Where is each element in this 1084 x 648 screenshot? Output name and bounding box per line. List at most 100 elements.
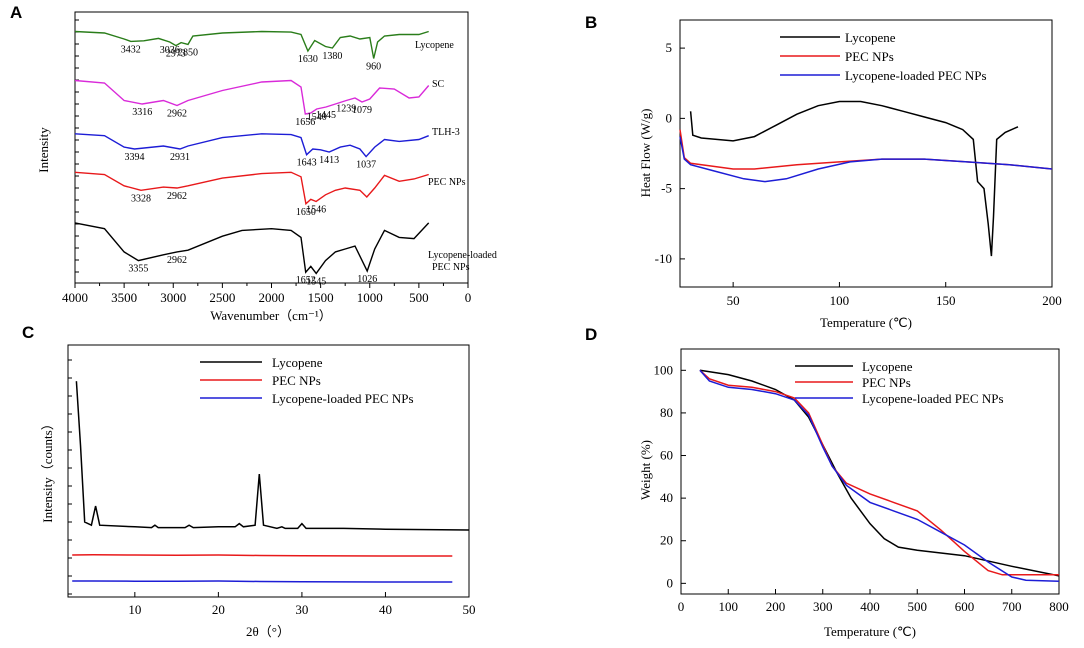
panel-b-xtick-label: 100 (830, 293, 850, 308)
panel-a-peak-label: 1643 (297, 158, 317, 169)
panel-d-series-0 (699, 369, 1060, 577)
panel-d-legend-label: Lycopene (862, 359, 913, 374)
panel-d-ytick-label: 80 (660, 405, 673, 420)
panel-a-series-pec-nps (74, 171, 429, 206)
panel-c-frame (67, 344, 470, 598)
panel-a-peak-label: 1239 (336, 104, 356, 115)
panel-a-peak-label: 2850 (178, 47, 198, 58)
panel-d-xtick-label: 200 (766, 599, 786, 614)
panel-a-series-label: Lycopene (415, 40, 454, 51)
panel-a-ylabel: Intensity (36, 127, 51, 173)
panel-a-series-label: PEC NPs (428, 177, 466, 188)
panel-d-xtick-label: 300 (813, 599, 833, 614)
panel-b-series-2 (679, 136, 1053, 183)
panel-d-xtick-label: 0 (678, 599, 685, 614)
panel-a-series-sc (74, 79, 430, 115)
panel-a-series-label: SC (432, 79, 445, 90)
panel-d-ytick-label: 60 (660, 448, 673, 463)
panel-a-peak-label: 3355 (128, 264, 148, 275)
panel-c-series-1 (72, 554, 453, 557)
panel-d-xlabel: Temperature (℃) (824, 624, 916, 639)
panel-c-legend-label: PEC NPs (272, 373, 321, 388)
panel-b-ylabel: Heat Flow (W/g) (638, 109, 653, 198)
panel-a-peak-label: 1413 (319, 155, 339, 166)
panel-a-peak-label: 3328 (131, 193, 151, 204)
panel-a-peak-label: 3394 (125, 152, 145, 163)
panel-d-ytick-label: 0 (667, 575, 674, 590)
panel-a-xtick-label: 2500 (209, 290, 235, 305)
panel-b-legend-label: Lycopene-loaded PEC NPs (845, 68, 987, 83)
panel-b-xtick-label: 50 (727, 293, 740, 308)
panel-a-peak-label: 1026 (357, 274, 377, 285)
panel-a-peak-label: 3432 (121, 44, 141, 55)
panel-d-xtick-label: 500 (908, 599, 928, 614)
panel-b-ytick-label: -5 (661, 181, 672, 196)
panel-letter-a: A (10, 3, 22, 22)
panel-letter-b: B (585, 13, 597, 32)
panel-a-peak-label: 3316 (132, 107, 152, 118)
panel-d-ytick-label: 40 (660, 490, 673, 505)
panel-a-peak-label: 1546 (306, 205, 326, 216)
panel-a-xlabel: Wavenumber（cm⁻¹） (210, 308, 332, 323)
panel-a-xtick-label: 3000 (160, 290, 186, 305)
panel-d-ytick-label: 100 (654, 362, 674, 377)
panel-c-legend-label: Lycopene-loaded PEC NPs (272, 391, 414, 406)
panel-b-ytick-label: 0 (666, 110, 673, 125)
panel-b-legend-label: PEC NPs (845, 49, 894, 64)
panel-a-peak-label: 1545 (306, 276, 326, 287)
panel-a-peak-label: 2973 (166, 49, 186, 60)
panel-a-peak-label: 960 (366, 62, 381, 73)
panel-a-peak-label: 1445 (316, 110, 336, 121)
panel-d-xtick-label: 400 (860, 599, 880, 614)
panel-c-xlabel: 2θ（°） (246, 624, 290, 639)
panel-a-peak-label: 1650 (296, 207, 316, 218)
panel-b-frame (679, 19, 1053, 288)
panel-c-xtick-label: 40 (379, 602, 392, 617)
panel-d-xtick-label: 800 (1049, 599, 1069, 614)
panel-c-series-0 (75, 381, 470, 531)
panel-letter-d: D (585, 325, 597, 344)
panel-d-series-2 (699, 369, 1060, 582)
panel-c-xtick-label: 30 (295, 602, 308, 617)
panel-d-ytick-label: 20 (660, 533, 673, 548)
panel-a-peak-label: 1079 (352, 105, 372, 116)
panel-a-series-label: Lycopene-loaded (428, 250, 497, 261)
panel-c-xtick-label: 50 (463, 602, 476, 617)
panel-d-xtick-label: 700 (1002, 599, 1022, 614)
panel-b-xtick-label: 150 (936, 293, 956, 308)
panel-a-series-label: PEC NPs (432, 262, 470, 273)
panel-a-peak-label: 1037 (356, 160, 376, 171)
panel-a-series-lycopene (74, 30, 429, 59)
panel-d-ylabel: Weight (%) (638, 440, 653, 500)
panel-a-ftir-chart: 4000 3500 3000 2500 2000 1500 1000 500 0 3432 303… (36, 11, 497, 323)
panel-b-ytick-label: 5 (666, 40, 673, 55)
panel-b-series-0 (689, 100, 1019, 257)
panel-b-xlabel: Temperature (℃) (820, 315, 912, 330)
panel-d-xtick-label: 100 (719, 599, 739, 614)
panel-a-xtick-label: 1000 (357, 290, 383, 305)
panel-c-xtick-label: 10 (128, 602, 141, 617)
panel-a-xtick-label: 500 (409, 290, 429, 305)
panel-a-xtick-label: 1500 (308, 290, 334, 305)
panel-c-series-2 (72, 580, 453, 583)
panel-a-peak-label: 1652 (296, 275, 316, 286)
panel-a-xtick-label: 3500 (111, 290, 137, 305)
panel-a-xtick-label: 2000 (259, 290, 285, 305)
panel-a-peak-label: 2962 (167, 191, 187, 202)
panel-a-peak-label: 1540 (307, 112, 327, 123)
panel-a-peak-label: 1656 (295, 117, 315, 128)
panel-b-ytick-label: -10 (655, 251, 672, 266)
panel-b-xtick-label: 200 (1042, 293, 1062, 308)
panel-a-peak-label: 2962 (167, 109, 187, 120)
panel-a-peak-label: 1380 (322, 51, 342, 62)
panel-d-legend-label: Lycopene-loaded PEC NPs (862, 391, 1004, 406)
panel-a-peak-label: 2962 (167, 255, 187, 266)
panel-a-peak-label: 2931 (170, 152, 190, 163)
panel-c-legend-label: Lycopene (272, 355, 323, 370)
panel-c-xrd-chart: 10 20 30 40 50 Lycopene PEC NPs Lycopene-loade… (40, 344, 476, 639)
panel-c-ylabel: Intensity（counts） (40, 417, 55, 522)
panel-a-series-lycopene-loaded-pec-nps (74, 222, 430, 275)
panel-c-xtick-label: 20 (212, 602, 225, 617)
